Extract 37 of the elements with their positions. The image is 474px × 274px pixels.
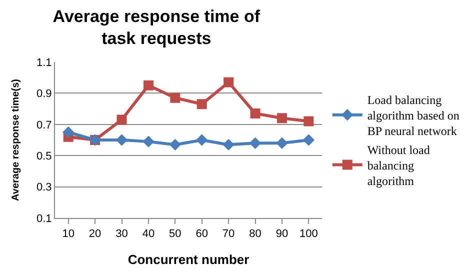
- y-tick-label: 0.9: [36, 88, 52, 100]
- point: [250, 108, 260, 118]
- point: [196, 134, 208, 146]
- chart-title: Average response time of task requests: [52, 6, 260, 48]
- x-tick-label: 40: [142, 228, 155, 240]
- y-tick-label: 0.7: [36, 119, 52, 132]
- point: [62, 126, 74, 138]
- x-axis-title: Concurrent number: [128, 252, 250, 267]
- x-tick-label: 20: [88, 228, 102, 240]
- point: [276, 113, 287, 124]
- point: [249, 137, 262, 149]
- point: [302, 134, 314, 146]
- y-tick-label: 0.3: [36, 182, 52, 194]
- point: [276, 137, 288, 149]
- y-tick-label: 1.1: [36, 56, 52, 69]
- x-tick-label: 50: [169, 228, 182, 240]
- x-tick-label: 70: [222, 228, 235, 240]
- x-tick-label: 10: [62, 228, 74, 240]
- point: [222, 138, 234, 151]
- point: [196, 99, 207, 110]
- point: [169, 138, 181, 151]
- point: [304, 116, 314, 126]
- x-tick-label: 80: [249, 228, 262, 240]
- point: [143, 80, 154, 90]
- y-tick-label: 0.5: [36, 150, 52, 162]
- x-tick-label: 90: [276, 228, 288, 240]
- point: [142, 136, 154, 148]
- legend-label: Load balancing algorithm based on BP neural network: [367, 92, 460, 138]
- x-tick-label: 100: [299, 228, 318, 240]
- legend-label: Without load balancing algorithm: [367, 142, 430, 188]
- y-axis-title: Average response time(s): [10, 79, 22, 201]
- point: [116, 114, 127, 125]
- point: [170, 92, 180, 103]
- x-tick-label: 30: [116, 228, 128, 240]
- x-tick-label: 60: [196, 228, 208, 240]
- y-tick-label: 0.1: [36, 212, 52, 225]
- point: [224, 77, 234, 88]
